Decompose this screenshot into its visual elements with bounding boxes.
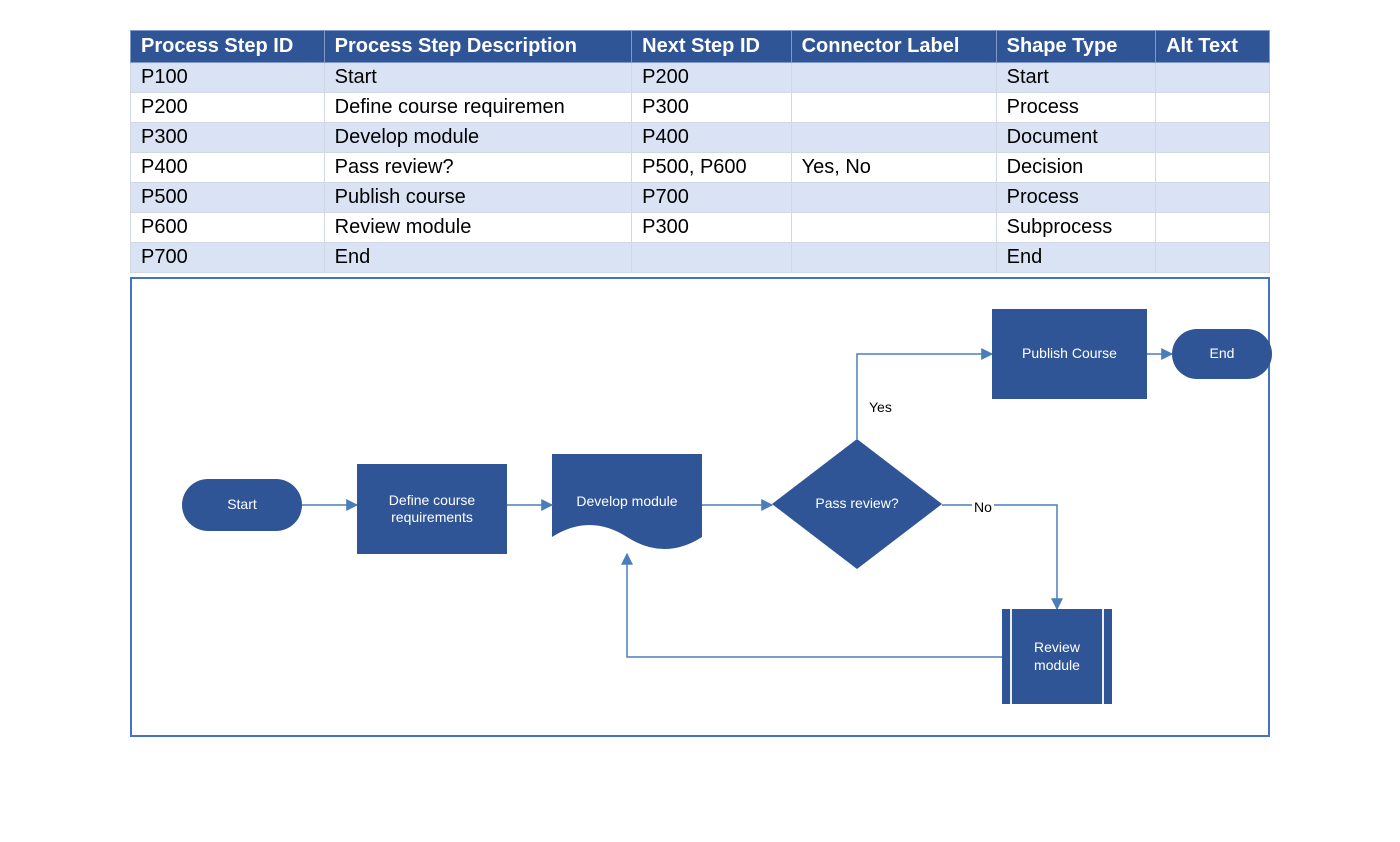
table-cell: P500 (131, 183, 325, 213)
table-cell: P700 (131, 243, 325, 273)
table-cell (632, 243, 791, 273)
flow-node-p300: Develop module (552, 454, 702, 549)
table-cell: P600 (131, 213, 325, 243)
table-cell: P300 (131, 123, 325, 153)
col-header: Process Step Description (324, 31, 632, 63)
flowchart-container: Yes No Start Define courserequirements Devel… (130, 277, 1270, 737)
table-cell: Process (996, 93, 1155, 123)
table-cell (1156, 93, 1270, 123)
table-cell (791, 63, 996, 93)
flow-node-p700: End (1172, 329, 1272, 379)
table-cell: P100 (131, 63, 325, 93)
table-cell: Document (996, 123, 1155, 153)
table-cell: Start (996, 63, 1155, 93)
table-cell (1156, 213, 1270, 243)
table-cell: P300 (632, 213, 791, 243)
col-header: Connector Label (791, 31, 996, 63)
flow-node-p200: Define courserequirements (357, 464, 507, 554)
table-cell: P400 (131, 153, 325, 183)
table-cell: Publish course (324, 183, 632, 213)
table-cell: Process (996, 183, 1155, 213)
table-row: P500Publish courseP700 Process (131, 183, 1270, 213)
flow-node-p600: Reviewmodule (1002, 609, 1112, 704)
process-table-header-row: Process Step IDProcess Step DescriptionN… (131, 31, 1270, 63)
table-cell: P700 (632, 183, 791, 213)
table-cell: Review module (324, 213, 632, 243)
table-cell: P200 (632, 63, 791, 93)
process-table-body: P100StartP200StartP200Define course requ… (131, 63, 1270, 273)
table-cell: Define course requiremen (324, 93, 632, 123)
table-cell: End (324, 243, 632, 273)
table-row: P400Pass review?P500, P600Yes, NoDecisio… (131, 153, 1270, 183)
table-cell: P300 (632, 93, 791, 123)
flow-node-p100: Start (182, 479, 302, 531)
col-header: Alt Text (1156, 31, 1270, 63)
col-header: Shape Type (996, 31, 1155, 63)
table-cell: P400 (632, 123, 791, 153)
flow-edge (942, 505, 1057, 609)
flow-node-p400: Pass review? (772, 439, 942, 569)
flow-edge (857, 354, 992, 439)
process-table: Process Step IDProcess Step DescriptionN… (130, 30, 1270, 273)
table-cell (791, 213, 996, 243)
table-cell: Yes, No (791, 153, 996, 183)
table-cell: End (996, 243, 1155, 273)
table-cell: P500, P600 (632, 153, 791, 183)
table-cell (1156, 123, 1270, 153)
flow-edge (627, 554, 1002, 657)
edge-label: No (972, 499, 994, 515)
col-header: Next Step ID (632, 31, 791, 63)
table-cell (1156, 153, 1270, 183)
table-cell: Start (324, 63, 632, 93)
table-row: P600Review moduleP300 Subprocess (131, 213, 1270, 243)
table-row: P700EndEnd (131, 243, 1270, 273)
table-cell: Pass review? (324, 153, 632, 183)
table-cell: Subprocess (996, 213, 1155, 243)
table-row: P100StartP200Start (131, 63, 1270, 93)
process-table-head: Process Step IDProcess Step DescriptionN… (131, 31, 1270, 63)
table-row: P300Develop moduleP400 Document (131, 123, 1270, 153)
table-cell (791, 243, 996, 273)
table-row: P200Define course requiremenP300 Process (131, 93, 1270, 123)
table-cell: Develop module (324, 123, 632, 153)
flow-node-p500: Publish Course (992, 309, 1147, 399)
col-header: Process Step ID (131, 31, 325, 63)
table-cell (1156, 243, 1270, 273)
edge-label: Yes (867, 399, 894, 415)
table-cell: Decision (996, 153, 1155, 183)
table-cell (1156, 63, 1270, 93)
table-cell (791, 123, 996, 153)
table-cell (791, 93, 996, 123)
table-cell: P200 (131, 93, 325, 123)
table-cell (791, 183, 996, 213)
table-cell (1156, 183, 1270, 213)
